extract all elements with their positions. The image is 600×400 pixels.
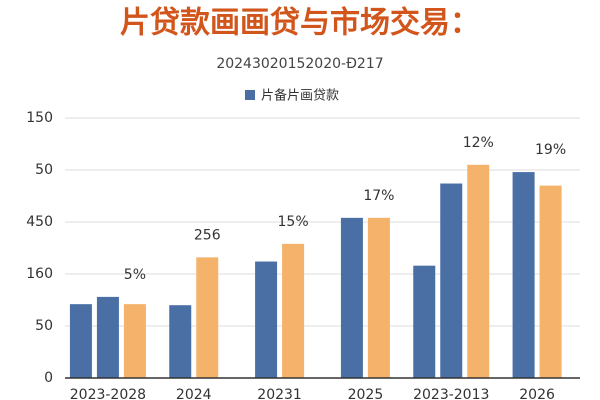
x-tick-label: 2023-2028 (70, 387, 146, 400)
x-tick-label: 2024 (176, 387, 212, 400)
y-tick-label: 50 (35, 318, 53, 334)
annotation: 12% (463, 135, 494, 151)
x-tick-label: 2025 (348, 387, 384, 400)
y-tick-label: 160 (26, 266, 53, 282)
bar (196, 257, 219, 378)
y-tick-label: 50 (35, 162, 53, 178)
y-tick-label: 0 (44, 370, 53, 386)
bar (512, 172, 535, 378)
bar (169, 305, 192, 378)
legend-swatch (245, 90, 255, 100)
annotation: 17% (363, 188, 394, 204)
chart-title: 片贷款画画贷与市场交易： (120, 6, 480, 41)
bar (413, 265, 436, 378)
x-tick-label: 2026 (519, 387, 555, 400)
annotation: 5% (124, 267, 146, 283)
annotation: 15% (278, 214, 309, 230)
bar (367, 217, 390, 378)
bar (467, 164, 490, 378)
bar (282, 243, 305, 378)
bar (340, 217, 363, 378)
x-tick-label: 20231 (257, 387, 302, 400)
bar (440, 183, 463, 378)
y-tick-label: 450 (26, 214, 53, 230)
annotation: 256 (194, 227, 221, 243)
bar (255, 261, 278, 378)
chart-subtitle: 20243020152020-Ð217 (216, 56, 383, 72)
bar (539, 185, 562, 378)
annotation: 19% (535, 142, 566, 158)
legend-label: 片备片画贷款 (261, 88, 339, 104)
x-tick-label: 2023-2013 (413, 387, 489, 400)
bar (123, 304, 146, 378)
bar (96, 296, 119, 378)
bar (69, 304, 92, 378)
y-tick-label: 150 (26, 110, 53, 126)
